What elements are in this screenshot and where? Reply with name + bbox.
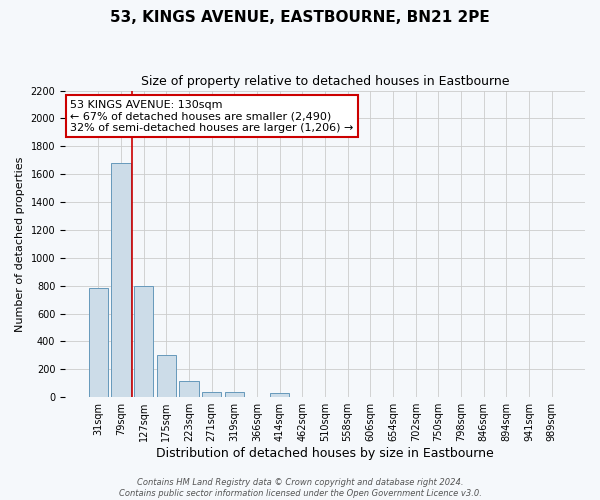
X-axis label: Distribution of detached houses by size in Eastbourne: Distribution of detached houses by size … — [156, 447, 494, 460]
Bar — [157, 356, 176, 397]
Bar — [89, 288, 108, 397]
Bar — [270, 393, 289, 397]
Bar — [134, 286, 153, 397]
Text: 53, KINGS AVENUE, EASTBOURNE, BN21 2PE: 53, KINGS AVENUE, EASTBOURNE, BN21 2PE — [110, 10, 490, 25]
Bar — [202, 392, 221, 397]
Y-axis label: Number of detached properties: Number of detached properties — [15, 156, 25, 332]
Bar — [112, 163, 131, 397]
Bar — [179, 381, 199, 397]
Text: 53 KINGS AVENUE: 130sqm
← 67% of detached houses are smaller (2,490)
32% of semi: 53 KINGS AVENUE: 130sqm ← 67% of detache… — [70, 100, 353, 133]
Text: Contains HM Land Registry data © Crown copyright and database right 2024.
Contai: Contains HM Land Registry data © Crown c… — [119, 478, 481, 498]
Bar — [224, 392, 244, 397]
Title: Size of property relative to detached houses in Eastbourne: Size of property relative to detached ho… — [141, 75, 509, 88]
